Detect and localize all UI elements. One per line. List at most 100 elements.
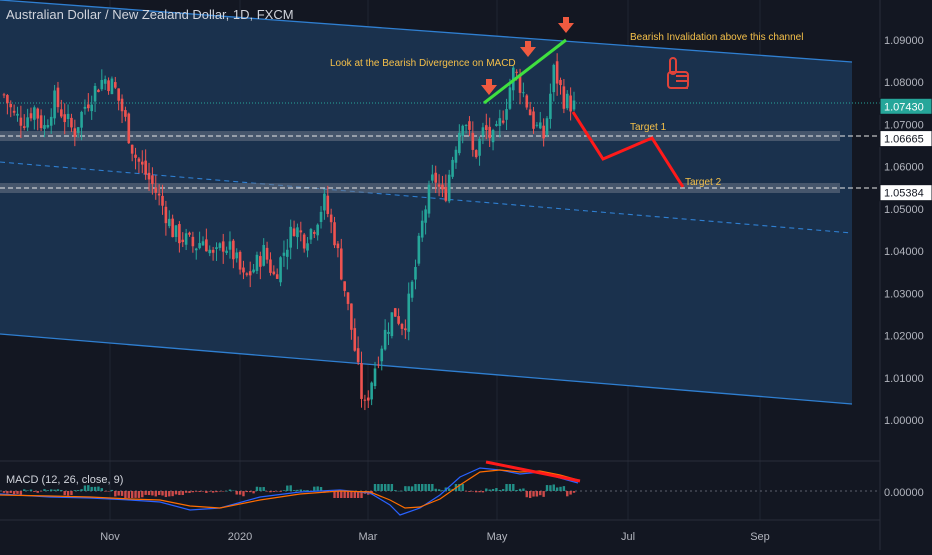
candle-body <box>444 187 448 201</box>
bearish-arrow-3 <box>558 17 574 33</box>
candle-body <box>454 149 458 163</box>
macd-histogram-bar <box>50 489 53 491</box>
invalidation-note: Bearish Invalidation above this channel <box>630 32 803 43</box>
macd-histogram-bar <box>501 489 505 491</box>
x-tick-label: Sep <box>750 531 770 543</box>
candle-body <box>36 108 40 119</box>
macd-axis-label: 0.00000 <box>884 487 924 499</box>
candle-body <box>505 109 508 120</box>
macd-histogram-bar <box>532 491 535 497</box>
candle-body <box>12 110 16 113</box>
candle-body <box>545 118 549 135</box>
macd-histogram-bar <box>93 486 97 491</box>
candle-body <box>451 159 454 177</box>
candle-body <box>286 249 289 257</box>
channel-upper-line[interactable] <box>0 0 853 63</box>
macd-histogram-bar <box>43 489 46 491</box>
macd-histogram-bar <box>350 491 353 498</box>
candle-body <box>90 104 93 112</box>
x-tick-label: Jul <box>621 531 635 543</box>
candle-body <box>127 113 131 144</box>
macd-histogram-bar <box>184 491 188 493</box>
candle-body <box>134 154 137 158</box>
macd-histogram-bar <box>66 491 70 496</box>
candle-body <box>339 248 343 280</box>
candle-body <box>110 78 114 95</box>
candle-body <box>326 195 330 214</box>
candle-body <box>60 109 63 117</box>
candle-body <box>100 79 104 90</box>
macd-histogram-bar <box>471 491 475 492</box>
y-tick-label: 1.09000 <box>884 35 924 47</box>
channel-mid-line[interactable] <box>0 161 853 234</box>
candle-body <box>252 269 255 273</box>
candle-body <box>552 64 556 93</box>
candle-body <box>46 124 50 128</box>
macd-histogram-bar <box>191 491 195 493</box>
macd-histogram-bar <box>171 491 174 497</box>
candle-body <box>343 281 346 291</box>
macd-histogram-bar <box>232 490 235 492</box>
macd-histogram-bar <box>394 490 397 491</box>
projection-path[interactable] <box>571 111 685 188</box>
macd-divergence-trendline[interactable] <box>485 460 581 483</box>
macd-histogram-bar <box>555 487 559 491</box>
candle-body <box>468 121 471 130</box>
macd-histogram-bar <box>63 491 66 496</box>
macd-histogram-bar <box>282 490 286 491</box>
candle-body <box>488 126 491 139</box>
macd-histogram-bar <box>130 491 134 498</box>
candle-body <box>174 225 178 237</box>
candle-body <box>198 243 201 249</box>
candle-body <box>53 90 56 119</box>
macd-histogram-bar <box>397 490 400 492</box>
macd-histogram-bar <box>525 491 528 498</box>
macd-histogram-bar <box>215 491 218 493</box>
macd-histogram-bar <box>262 487 265 491</box>
macd-histogram-bar <box>225 490 228 492</box>
candle-body <box>157 193 161 196</box>
candle-body <box>178 224 181 244</box>
candle-body <box>255 254 259 271</box>
candle-body <box>161 195 164 206</box>
x-tick-label: Mar <box>359 531 378 543</box>
candle-body <box>333 222 336 246</box>
macd-histogram-bar <box>299 489 303 491</box>
candle-body <box>279 257 282 283</box>
macd-histogram-bar <box>458 484 461 491</box>
candle-body <box>555 61 559 84</box>
candle-body <box>97 89 100 93</box>
y-tick-label: 1.05000 <box>884 204 924 216</box>
macd-histogram-bar <box>566 491 569 497</box>
macd-histogram-bar <box>562 486 566 491</box>
candle-body <box>393 308 397 317</box>
candle-body <box>70 117 73 128</box>
descending-channel-fill <box>0 0 852 404</box>
macd-histogram-bar <box>552 484 555 491</box>
candle-body <box>16 113 19 116</box>
candle-body <box>549 93 552 119</box>
macd-histogram-bar <box>208 491 211 492</box>
candle-body <box>299 230 303 233</box>
macd-histogram-bar <box>100 488 104 491</box>
candle-body <box>208 249 212 254</box>
macd-histogram-bar <box>12 491 16 495</box>
candle-body <box>215 247 218 249</box>
macd-histogram-bar <box>434 488 437 491</box>
candle-body <box>306 243 309 251</box>
candle-body <box>481 127 485 136</box>
macd-histogram-bar <box>286 485 289 491</box>
candle-body <box>211 249 215 253</box>
macd-histogram-bar <box>498 489 501 491</box>
candle-body <box>154 187 158 193</box>
candle-body <box>181 239 185 243</box>
macd-histogram-bar <box>127 491 130 498</box>
price-badge-label: 1.07430 <box>884 101 924 113</box>
channel-lower-line[interactable] <box>0 333 853 405</box>
candle-body <box>410 281 414 298</box>
price-higher-high-trendline[interactable] <box>483 38 567 105</box>
macd-histogram-bar <box>356 491 360 498</box>
candle-body <box>424 209 427 223</box>
